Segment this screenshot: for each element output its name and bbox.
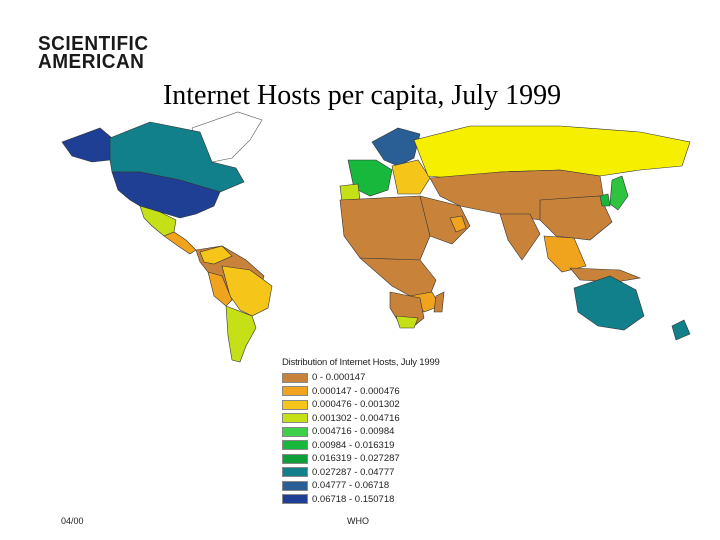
logo-line-1: SCIENTIFIC [38,33,149,56]
legend-label: 0.00984 - 0.016319 [312,439,395,451]
alaska [61,127,113,163]
brazil [221,265,273,317]
canada [109,121,245,193]
argentina-chile [225,305,257,363]
legend-item: 0.004716 - 0.00984 [282,425,457,439]
legend-label: 0.04777 - 0.06718 [312,480,390,492]
madagascar [433,291,445,313]
legend-swatch [282,413,308,424]
legend-item: 0.00984 - 0.016319 [282,439,457,453]
southeast-asia [543,235,587,273]
korea [599,193,611,207]
legend-swatch [282,386,308,397]
legend-swatch [282,494,308,505]
legend-label: 0 - 0.000147 [312,372,366,384]
india [499,213,541,261]
legend-label: 0.004716 - 0.00984 [312,426,395,438]
slide-title: Internet Hosts per capita, July 1999 [162,80,562,111]
north-africa [339,195,431,269]
legend-swatch [282,467,308,478]
legend-item: 0.027287 - 0.04777 [282,466,457,480]
peru-bolivia [207,271,233,307]
legend-swatch [282,399,308,410]
footer-date: 04/00 [61,516,84,526]
legend-swatch [282,372,308,383]
central-america [163,231,197,255]
legend-label: 0.000147 - 0.000476 [312,385,400,397]
japan [609,175,629,211]
legend-label: 0.001302 - 0.004716 [312,412,400,424]
legend-item: 0.06718 - 0.150718 [282,493,457,507]
legend-swatch [282,480,308,491]
legend-swatch [282,453,308,464]
legend-label: 0.027287 - 0.04777 [312,466,395,478]
legend-item: 0.016319 - 0.027287 [282,452,457,466]
legend-swatch [282,426,308,437]
map-legend: Distribution of Internet Hosts, July 199… [282,357,457,506]
legend-label: 0.06718 - 0.150718 [312,493,395,505]
legend-item: 0.001302 - 0.004716 [282,412,457,426]
footer-source: WHO [347,516,369,526]
legend-item: 0 - 0.000147 [282,371,457,385]
new-zealand [671,319,691,341]
legend-swatch [282,440,308,451]
legend-item: 0.000476 - 0.001302 [282,398,457,412]
legend-title: Distribution of Internet Hosts, July 199… [282,357,440,368]
united-states [111,171,221,219]
scientific-american-logo: SCIENTIFIC AMERICAN [38,33,149,74]
scandinavia [371,127,421,167]
legend-item: 0.000147 - 0.000476 [282,385,457,399]
indonesia [569,267,642,283]
arabian-gulf [449,215,467,233]
legend-item: 0.04777 - 0.06718 [282,479,457,493]
australia [573,275,645,331]
logo-line-2: AMERICAN [38,51,145,74]
legend-label: 0.000476 - 0.001302 [312,399,400,411]
legend-label: 0.016319 - 0.027287 [312,453,400,465]
eastern-europe [391,159,431,195]
south-africa [395,315,419,329]
colombia-venezuela [199,245,233,265]
